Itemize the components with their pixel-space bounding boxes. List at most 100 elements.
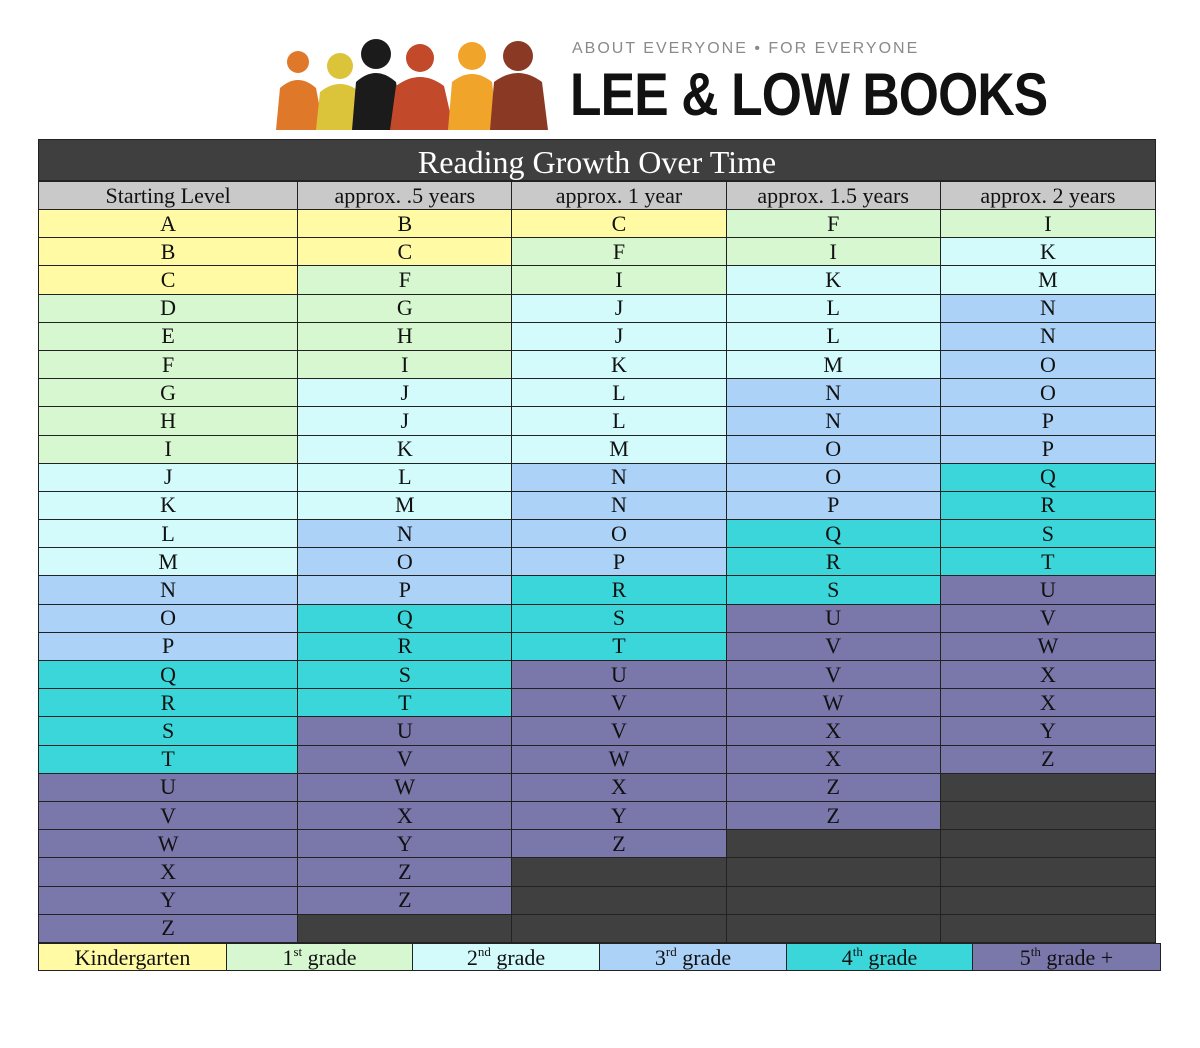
level-cell: S bbox=[939, 519, 1157, 549]
legend-item: 4th grade bbox=[786, 942, 973, 971]
level-cell: X bbox=[511, 772, 727, 802]
legend-item: 1st grade bbox=[226, 942, 413, 971]
level-cell: K bbox=[725, 265, 941, 295]
level-cell: T bbox=[511, 631, 727, 662]
chart-title: Reading Growth Over Time bbox=[38, 139, 1156, 181]
header-one-year: approx. 1 year bbox=[511, 181, 727, 210]
level-cell: M bbox=[725, 349, 941, 380]
level-cell: A bbox=[37, 208, 299, 239]
level-cell: Z bbox=[297, 885, 513, 915]
level-cell bbox=[725, 913, 941, 943]
level-cell: M bbox=[939, 265, 1157, 295]
level-cell: U bbox=[37, 772, 299, 802]
level-cell: U bbox=[725, 603, 941, 633]
level-cell: H bbox=[297, 321, 513, 351]
level-cell: U bbox=[297, 716, 513, 746]
level-cell: V bbox=[511, 716, 727, 746]
level-cell: R bbox=[511, 575, 727, 605]
level-cell: V bbox=[511, 688, 727, 718]
level-cell: L bbox=[725, 321, 941, 351]
level-cell: C bbox=[297, 237, 513, 267]
level-cell: L bbox=[511, 406, 727, 436]
level-cell: T bbox=[297, 688, 513, 718]
level-cell: M bbox=[511, 434, 727, 464]
level-cell: S bbox=[725, 575, 941, 605]
level-cell bbox=[511, 885, 727, 915]
header-half-year: approx. .5 years bbox=[297, 181, 513, 210]
header-row: Starting Level approx. .5 years approx. … bbox=[37, 181, 1157, 210]
level-cell: X bbox=[939, 688, 1157, 718]
level-cell bbox=[511, 857, 727, 887]
level-cell bbox=[939, 913, 1157, 943]
level-cell: F bbox=[297, 265, 513, 295]
level-cell: Y bbox=[37, 885, 299, 915]
child-silhouette-head bbox=[287, 51, 309, 73]
level-cell: N bbox=[939, 321, 1157, 351]
level-cell: Y bbox=[511, 800, 727, 831]
level-cell: O bbox=[297, 547, 513, 577]
level-cell bbox=[939, 857, 1157, 887]
level-cell bbox=[939, 772, 1157, 802]
level-cell: Q bbox=[297, 603, 513, 633]
children-silhouettes-icon bbox=[276, 39, 548, 130]
level-cell: J bbox=[37, 462, 299, 492]
level-cell: L bbox=[511, 378, 727, 408]
level-cell: N bbox=[939, 293, 1157, 323]
level-cell: U bbox=[511, 659, 727, 690]
legend-label: 1 bbox=[282, 944, 294, 970]
level-cell: Z bbox=[297, 857, 513, 887]
level-cell: Z bbox=[725, 800, 941, 831]
legend-ordinal: nd bbox=[477, 943, 491, 959]
header-two-years: approx. 2 years bbox=[939, 181, 1157, 210]
level-cell: I bbox=[725, 237, 941, 267]
level-cell: C bbox=[511, 208, 727, 239]
level-cell: J bbox=[297, 406, 513, 436]
child-silhouette-head bbox=[458, 42, 486, 70]
legend-label: Kindergarten bbox=[74, 944, 191, 970]
level-cell: X bbox=[725, 744, 941, 774]
legend-label: 4 bbox=[841, 944, 853, 970]
level-cell: N bbox=[725, 406, 941, 436]
legend-suffix: grade bbox=[302, 944, 357, 970]
level-cell: Q bbox=[725, 519, 941, 549]
child-silhouette-body bbox=[490, 73, 548, 130]
level-cell: F bbox=[725, 208, 941, 239]
level-cell: N bbox=[511, 462, 727, 492]
legend-ordinal: th bbox=[852, 943, 863, 959]
child-silhouette-body bbox=[448, 74, 498, 130]
level-cell: I bbox=[939, 208, 1157, 239]
child-silhouette-body bbox=[352, 73, 404, 130]
level-cell: P bbox=[939, 434, 1157, 464]
grade-legend: Kindergarten 1st grade 2nd grade 3rd grade 4… bbox=[38, 942, 1161, 971]
level-cell: R bbox=[297, 631, 513, 662]
level-cell: I bbox=[511, 265, 727, 295]
level-cell: W bbox=[725, 688, 941, 718]
level-cell: P bbox=[297, 575, 513, 605]
child-silhouette-head bbox=[503, 41, 533, 71]
table-row: Z bbox=[37, 913, 1157, 943]
level-cell: F bbox=[37, 349, 299, 380]
level-cell: R bbox=[37, 688, 299, 718]
level-cell: P bbox=[725, 490, 941, 521]
header-starting-level: Starting Level bbox=[37, 181, 299, 210]
level-cell: Q bbox=[37, 659, 299, 690]
level-cell: N bbox=[511, 490, 727, 521]
level-cell: N bbox=[297, 519, 513, 549]
child-silhouette-head bbox=[361, 39, 391, 69]
level-cell: W bbox=[297, 772, 513, 802]
level-cell: Z bbox=[725, 772, 941, 802]
level-cell: S bbox=[511, 603, 727, 633]
